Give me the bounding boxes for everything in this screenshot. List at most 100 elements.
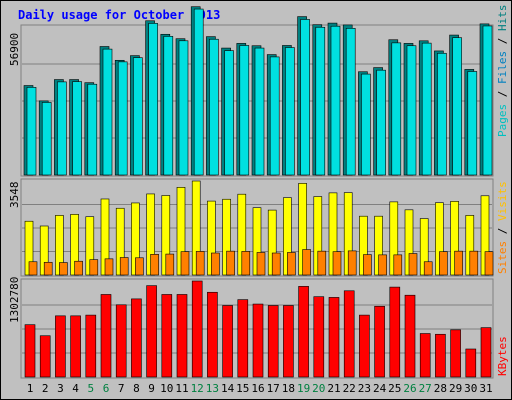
bar-files — [133, 57, 143, 176]
x-tick-label: 12 — [191, 382, 204, 395]
bar-files — [345, 28, 356, 176]
bar-sites — [43, 261, 53, 276]
x-tick-label: 19 — [297, 382, 310, 395]
bar-files — [193, 8, 204, 176]
legend-files: Files — [496, 51, 509, 84]
x-tick-label: 27 — [419, 382, 432, 395]
bar-kbytes — [100, 294, 112, 378]
bar-kbytes — [85, 314, 97, 378]
bar-kbytes — [419, 333, 431, 378]
bar-files — [148, 23, 158, 176]
x-tick-label: 2 — [42, 382, 49, 395]
bar-kbytes — [450, 329, 461, 378]
bar-files — [57, 81, 67, 176]
bar-kbytes — [359, 314, 370, 378]
bar-sites — [165, 253, 175, 276]
x-tick-label: 26 — [403, 382, 416, 395]
x-axis-labels: 1 2 3 4 5 6 7 8 9 10 11 12 13 14 15 16 17 18 19 20 21 22 23 24 2… — [27, 382, 493, 395]
x-tick-label: 22 — [343, 382, 356, 395]
bar-files — [330, 25, 341, 176]
bar-sites — [104, 258, 114, 276]
bars — [23, 6, 494, 378]
bar-kbytes — [252, 303, 264, 378]
panel-2-legend: Sites / Visits — [496, 181, 509, 274]
bar-kbytes — [24, 324, 36, 378]
x-tick-label: 10 — [160, 382, 173, 395]
bar-sites — [317, 250, 327, 276]
bar-sites — [439, 251, 448, 276]
bar-files — [467, 71, 478, 176]
bar-sites — [135, 257, 144, 276]
bar-sites — [378, 254, 387, 276]
chart-title: Daily usage for October 2013 — [18, 8, 220, 22]
x-tick-label: 1 — [27, 382, 34, 395]
bar-files — [482, 25, 493, 176]
x-tick-label: 7 — [118, 382, 125, 395]
bar-sites — [150, 254, 159, 276]
bar-kbytes — [328, 297, 340, 378]
x-tick-label: 29 — [449, 382, 462, 395]
bar-files — [437, 52, 447, 176]
bar-files — [87, 83, 98, 176]
bar-files — [163, 36, 174, 176]
panel-frames — [20, 24, 494, 379]
bar-sites — [89, 259, 99, 276]
panel-1-frame — [20, 24, 494, 177]
bar-sites — [347, 250, 357, 276]
bar-kbytes — [480, 327, 492, 378]
x-tick-label: 14 — [221, 382, 235, 395]
bar-files — [361, 73, 371, 176]
panel-3-legend: KBytes — [496, 336, 509, 376]
bar-files — [269, 56, 280, 176]
x-tick-label: 9 — [148, 382, 155, 395]
panel-2-ymax-label: 3548 — [8, 182, 21, 209]
x-tick-label: 18 — [282, 382, 295, 395]
bar-sites — [119, 257, 129, 276]
bar-sites — [74, 260, 83, 276]
bar-files — [315, 26, 326, 176]
bar-kbytes — [343, 290, 355, 378]
bar-sites — [423, 261, 433, 276]
bar-files — [452, 37, 462, 176]
bar-files — [209, 38, 219, 176]
x-tick-label: 21 — [327, 382, 340, 395]
bar-files — [41, 102, 52, 176]
bar-sites — [180, 251, 190, 276]
bar-files — [391, 42, 402, 176]
bar-files — [102, 48, 113, 176]
x-tick-label: 13 — [206, 382, 219, 395]
x-tick-label: 23 — [358, 382, 371, 395]
x-tick-label: 8 — [133, 382, 140, 395]
panel-1-legend: Pages / Files / Hits — [496, 5, 509, 138]
x-tick-label: 6 — [103, 382, 110, 395]
bar-kbytes — [161, 294, 173, 378]
legend-sites: Sites — [496, 241, 509, 274]
x-tick-label: 16 — [251, 382, 264, 395]
legend-visits: Visits — [496, 181, 509, 221]
bar-kbytes — [70, 315, 81, 378]
bar-files — [72, 81, 82, 176]
legend-hits: Hits — [496, 5, 509, 32]
bar-sites — [241, 251, 251, 276]
x-tick-label: 4 — [72, 382, 79, 395]
bar-files — [300, 19, 310, 176]
bar-files — [178, 40, 189, 176]
bar-sites — [454, 250, 463, 276]
bar-sites — [28, 261, 38, 276]
bar-files — [421, 42, 432, 176]
bar-sites — [287, 252, 296, 276]
bar-kbytes — [191, 280, 203, 378]
x-tick-label: 5 — [87, 382, 94, 395]
bar-sites — [332, 251, 342, 276]
x-tick-label: 30 — [464, 382, 477, 395]
bar-kbytes — [39, 335, 51, 378]
bar-kbytes — [146, 285, 157, 378]
bar-files — [224, 50, 234, 176]
bar-kbytes — [207, 291, 218, 378]
bar-sites — [302, 249, 311, 276]
bar-sites — [59, 262, 68, 276]
panel-1-ymax-label: 56900 — [8, 33, 21, 66]
legend-sep-3: / — [496, 228, 509, 235]
panel-2-frame — [20, 178, 494, 277]
